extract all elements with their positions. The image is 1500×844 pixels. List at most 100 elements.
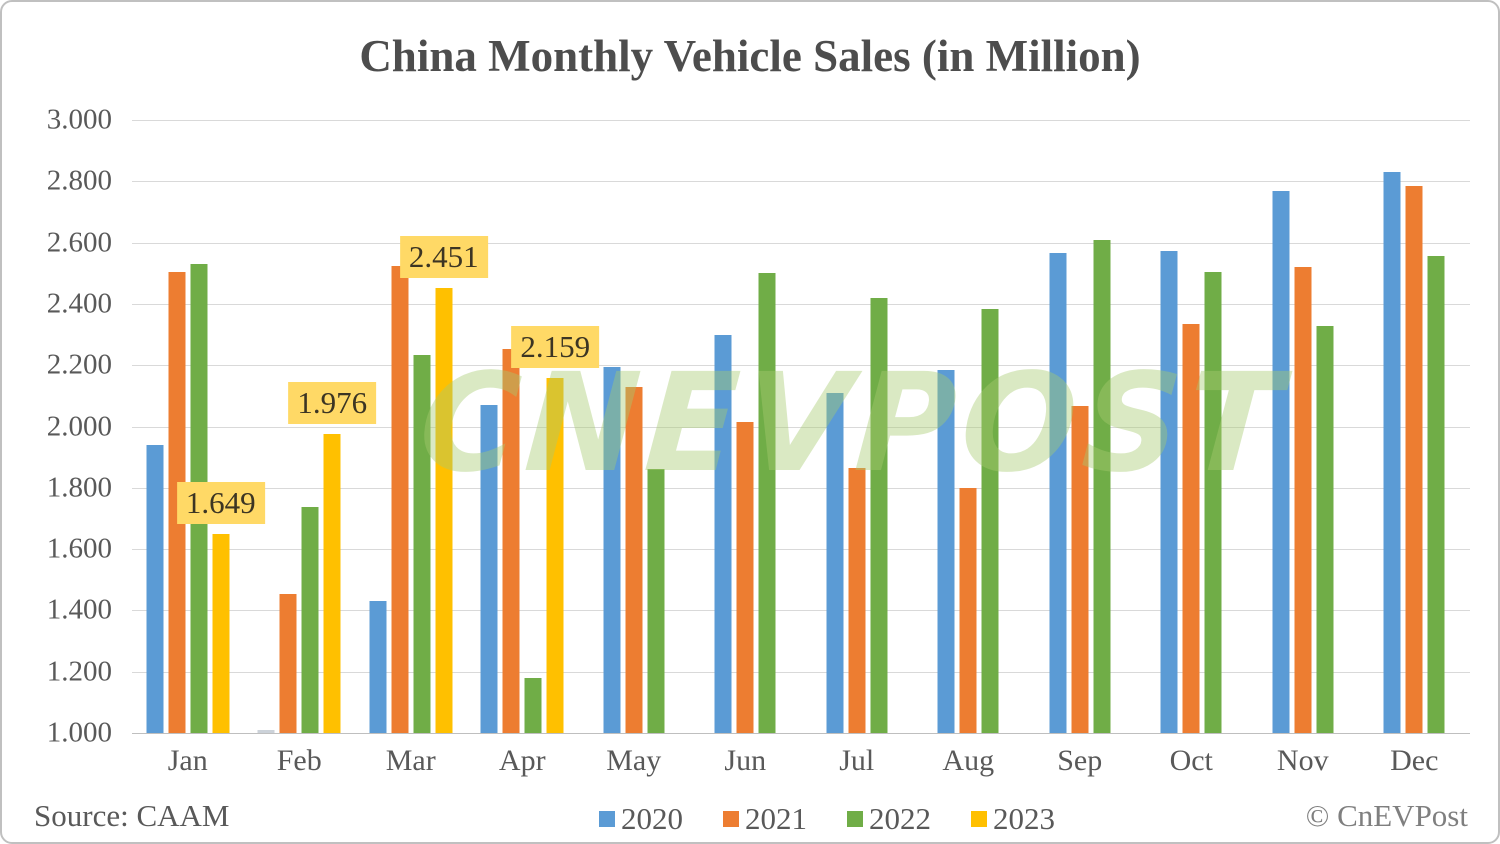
month-group-mar: 2.451 xyxy=(355,120,488,733)
bar-2021-nov xyxy=(1294,266,1312,733)
legend-swatch-icon xyxy=(847,810,863,827)
bars-row: 1.649 1.976 2.451 2.159 xyxy=(132,120,1470,733)
bar-2023-feb xyxy=(323,433,341,733)
data-label-mar: 2.451 xyxy=(399,236,488,279)
x-tick-label-aug: Aug xyxy=(942,744,995,777)
bar-2021-sep xyxy=(1071,405,1089,733)
legend-item-2020: 2020 xyxy=(599,803,683,834)
y-tick-label: 2.600 xyxy=(46,226,112,259)
data-label-apr: 2.159 xyxy=(511,325,600,368)
bar-2020-jul xyxy=(826,392,844,733)
bar-2022-oct xyxy=(1204,271,1222,733)
gridline xyxy=(132,303,1470,305)
source-caption: Source: CAAM xyxy=(34,798,230,833)
month-group-aug xyxy=(913,120,1025,733)
gridline xyxy=(132,365,1470,367)
bar-2022-mar xyxy=(413,354,431,733)
bar-2021-jan xyxy=(168,272,186,733)
bar-2020-jan xyxy=(146,444,164,733)
bar-2020-may xyxy=(603,367,621,733)
y-tick-label: 1.200 xyxy=(46,655,112,688)
bar-2020-aug xyxy=(937,369,955,733)
month-group-apr: 2.159 xyxy=(467,120,600,733)
gridline xyxy=(132,120,1470,121)
legend-item-2023: 2023 xyxy=(971,803,1055,834)
bar-2021-oct xyxy=(1182,324,1200,733)
month-group-sep xyxy=(1024,120,1136,733)
bar-2020-apr xyxy=(480,405,498,733)
month-group-jan: 1.649 xyxy=(132,120,265,733)
bar-cluster xyxy=(1160,120,1222,733)
y-tick-label: 2.000 xyxy=(46,410,112,442)
x-tick-label-may: May xyxy=(606,744,662,777)
bar-2021-apr xyxy=(502,349,520,733)
legend-swatch-icon xyxy=(723,810,739,827)
data-label-jan: 1.649 xyxy=(176,482,265,525)
y-tick-label: 1.600 xyxy=(46,532,112,565)
x-tick-label-jun: Jun xyxy=(724,744,767,777)
bar-2022-may xyxy=(647,468,665,733)
bar-2020-mar xyxy=(369,601,387,733)
bar-cluster xyxy=(1049,120,1111,733)
y-tick-label: 1.400 xyxy=(46,593,112,626)
legend-item-2021: 2021 xyxy=(723,803,807,834)
bar-2022-jun xyxy=(758,272,776,733)
bar-cluster xyxy=(480,120,564,733)
bar-2020-oct xyxy=(1160,250,1178,733)
bar-2022-nov xyxy=(1316,325,1334,733)
y-tick-label: 2.200 xyxy=(46,348,112,381)
y-tick-label: 3.000 xyxy=(46,103,112,136)
x-tick-label-apr: Apr xyxy=(498,744,546,777)
bar-2022-sep xyxy=(1093,239,1111,733)
legend-label: 2022 xyxy=(869,801,931,836)
bar-cluster xyxy=(1272,120,1334,733)
bar-cluster xyxy=(257,120,341,733)
bar-2022-feb xyxy=(301,507,319,733)
y-tick-label: 2.800 xyxy=(46,164,112,197)
chart-title: China Monthly Vehicle Sales (in Million) xyxy=(359,31,1141,81)
x-tick-label-jan: Jan xyxy=(167,744,208,777)
month-group-oct xyxy=(1136,120,1248,733)
month-group-nov xyxy=(1247,120,1359,733)
bar-2020-sep xyxy=(1049,253,1067,733)
bar-2020-jun xyxy=(714,334,732,733)
bar-2021-jul xyxy=(848,468,866,733)
x-tick-label-oct: Oct xyxy=(1169,744,1213,777)
x-axis-labels: Jan Feb Mar Apr May Jun Jul Aug Sep Oct Nov Dec xyxy=(132,744,1470,778)
x-tick-label-sep: Sep xyxy=(1057,744,1103,777)
legend-label: 2023 xyxy=(993,801,1055,836)
bar-2022-jul xyxy=(870,297,888,733)
y-tick-label: 1.000 xyxy=(46,716,112,749)
gridline xyxy=(132,733,1470,734)
bar-cluster xyxy=(826,120,888,733)
bar-2021-dec xyxy=(1405,185,1423,733)
y-tick-label: 2.400 xyxy=(46,287,112,320)
legend-swatch-icon xyxy=(599,810,615,827)
bar-2023-jan xyxy=(212,534,230,733)
bar-cluster xyxy=(937,120,999,733)
bar-2021-jun xyxy=(736,421,754,733)
gridline xyxy=(132,610,1470,612)
bar-2021-feb xyxy=(279,593,297,733)
gridline xyxy=(132,549,1470,551)
bar-2023-apr xyxy=(546,377,564,733)
bar-2020-dec xyxy=(1383,172,1401,733)
gridline xyxy=(132,181,1470,183)
legend: 2020 2021 2022 2023 xyxy=(158,803,1496,834)
month-group-feb: 1.976 xyxy=(244,120,377,733)
bar-cluster xyxy=(146,120,230,733)
x-tick-label-feb: Feb xyxy=(276,744,322,777)
bar-2020-feb xyxy=(257,730,275,733)
month-group-jul xyxy=(801,120,913,733)
bar-cluster xyxy=(1383,120,1445,733)
x-tick-label-jul: Jul xyxy=(839,744,875,777)
bar-2022-apr xyxy=(524,677,542,733)
bar-2021-aug xyxy=(959,488,977,733)
bar-2022-dec xyxy=(1427,256,1445,733)
gridline xyxy=(132,671,1470,673)
bar-cluster xyxy=(714,120,776,733)
x-tick-label-dec: Dec xyxy=(1390,744,1439,777)
copyright-caption: © CnEVPost xyxy=(1305,798,1468,833)
bar-2021-mar xyxy=(391,265,409,733)
